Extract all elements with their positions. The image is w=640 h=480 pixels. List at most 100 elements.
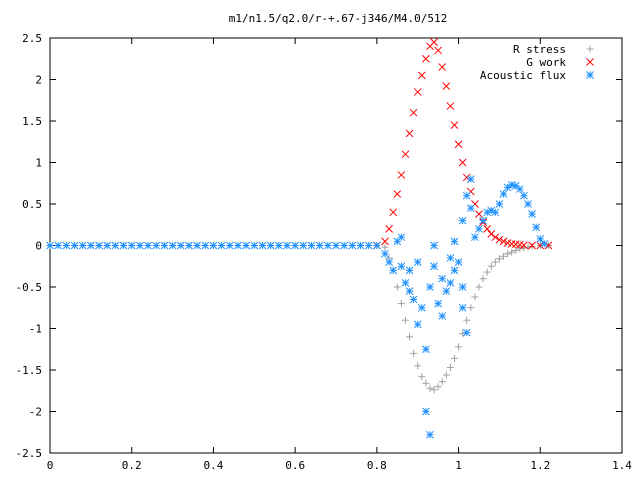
data-point xyxy=(152,241,161,250)
data-point xyxy=(495,255,503,263)
data-point xyxy=(78,241,87,250)
data-point xyxy=(499,237,508,246)
y-tick-label: 2.5 xyxy=(22,32,42,45)
data-point xyxy=(381,249,389,258)
data-point xyxy=(422,407,430,416)
data-point xyxy=(442,371,450,379)
data-point xyxy=(446,254,455,262)
series-acoustic-flux xyxy=(46,175,549,439)
data-point xyxy=(168,241,177,250)
data-point xyxy=(299,241,308,250)
data-point xyxy=(397,233,406,242)
data-point xyxy=(397,262,406,271)
data-point xyxy=(430,262,438,271)
data-point xyxy=(381,243,389,251)
data-point xyxy=(315,241,324,250)
data-point xyxy=(397,171,406,179)
data-point xyxy=(462,328,471,337)
data-point xyxy=(414,362,422,370)
data-point xyxy=(401,150,410,159)
data-point xyxy=(340,241,349,250)
data-point xyxy=(446,102,455,110)
data-point xyxy=(422,379,430,387)
data-point xyxy=(528,210,536,218)
data-point xyxy=(54,241,63,250)
data-point xyxy=(401,278,410,287)
data-point xyxy=(217,241,226,250)
legend-marker xyxy=(586,58,594,66)
data-point xyxy=(454,258,463,266)
data-point xyxy=(87,241,95,250)
data-point xyxy=(430,241,438,250)
data-point xyxy=(46,241,54,250)
data-point xyxy=(62,241,71,250)
x-tick-label: 0.8 xyxy=(367,459,387,472)
data-point xyxy=(430,386,438,394)
x-tick-label: 0 xyxy=(47,459,54,472)
data-point xyxy=(446,364,454,372)
data-point xyxy=(442,82,451,90)
data-point xyxy=(307,241,316,250)
data-point xyxy=(491,233,500,242)
data-point xyxy=(70,241,79,250)
data-point xyxy=(103,241,112,250)
data-point xyxy=(413,258,422,266)
x-tick-label: 1.2 xyxy=(530,459,550,472)
data-point xyxy=(500,252,508,260)
data-point xyxy=(471,233,479,242)
data-point xyxy=(512,246,520,254)
data-point xyxy=(401,316,409,324)
data-point xyxy=(463,316,471,324)
data-point xyxy=(185,241,193,250)
data-point xyxy=(426,430,434,439)
chart-title: m1/n1.5/q2.0/r-+.67-j346/M4.0/512 xyxy=(229,12,448,25)
data-point xyxy=(266,241,275,250)
data-point xyxy=(364,241,373,250)
data-point xyxy=(462,173,471,182)
data-point xyxy=(389,266,398,275)
x-tick-label: 1 xyxy=(455,459,462,472)
data-point xyxy=(406,333,414,341)
data-point xyxy=(438,378,446,386)
legend-label: Acoustic flux xyxy=(480,69,566,82)
y-tick-label: 2 xyxy=(35,74,42,87)
data-point xyxy=(274,241,283,250)
data-point xyxy=(467,304,475,312)
data-point xyxy=(160,241,169,250)
data-point xyxy=(397,300,405,308)
data-point xyxy=(475,283,483,291)
data-point xyxy=(323,241,332,250)
data-point xyxy=(495,235,504,244)
legend-label: R stress xyxy=(513,43,566,56)
y-tick-label: 1.5 xyxy=(22,115,42,128)
data-point xyxy=(405,287,414,296)
data-point xyxy=(258,241,267,250)
data-point xyxy=(405,129,414,138)
data-point xyxy=(540,239,549,248)
data-point xyxy=(487,206,496,215)
data-point xyxy=(430,38,438,47)
series-layer xyxy=(46,38,553,439)
data-point xyxy=(201,241,210,250)
data-point xyxy=(466,175,475,183)
data-point xyxy=(111,241,120,250)
data-point xyxy=(409,108,418,117)
y-tick-label: -2 xyxy=(29,406,42,419)
data-point xyxy=(487,262,495,270)
data-point xyxy=(459,329,467,337)
data-point xyxy=(491,208,500,217)
data-point xyxy=(418,373,426,381)
data-point xyxy=(332,241,340,250)
y-tick-label: -0.5 xyxy=(16,281,43,294)
x-tick-label: 1.4 xyxy=(612,459,632,472)
x-tick-label: 0.4 xyxy=(203,459,223,472)
data-point xyxy=(434,299,442,308)
legend-label: G work xyxy=(526,56,566,69)
data-point xyxy=(475,225,483,233)
data-point xyxy=(479,216,487,225)
data-point xyxy=(450,121,459,130)
data-point xyxy=(283,241,291,250)
data-point xyxy=(434,46,442,55)
legend-marker xyxy=(586,71,594,79)
